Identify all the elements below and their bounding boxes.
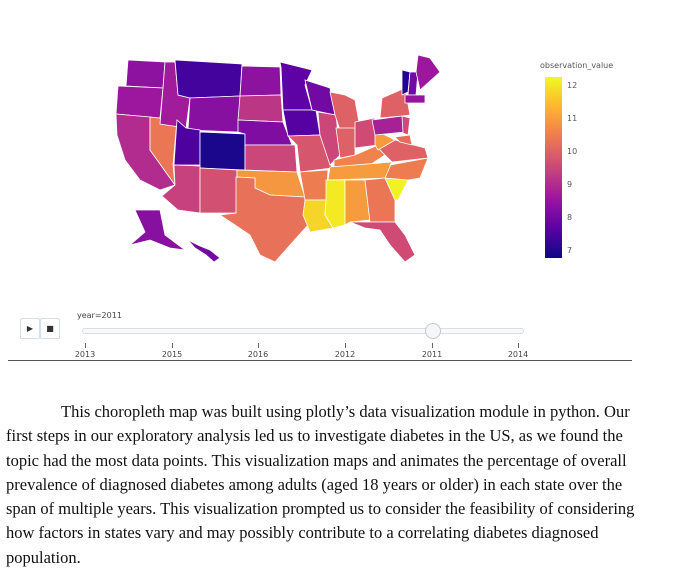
state-KS[interactable] — [244, 144, 298, 173]
paragraph-line: population. — [6, 547, 81, 567]
paragraph-line: first steps in our exploratory analysis … — [6, 426, 623, 446]
state-CO[interactable] — [199, 131, 246, 171]
slider-step-2013[interactable]: 2013 — [74, 350, 96, 359]
state-AZ[interactable] — [161, 164, 201, 214]
state-NE[interactable] — [237, 119, 293, 146]
state-GA[interactable] — [364, 177, 396, 223]
state-MD[interactable] — [394, 134, 413, 146]
colorbar — [545, 77, 562, 258]
year-slider-track[interactable] — [82, 328, 524, 334]
slider-step-2011[interactable]: 2011 — [421, 350, 443, 359]
paragraph-line: span of multiple years. This visualizati… — [6, 499, 635, 519]
stop-icon: ■ — [46, 324, 54, 333]
state-NJ[interactable] — [401, 115, 411, 136]
state-NY[interactable] — [379, 87, 411, 119]
slider-step-2016[interactable]: 2016 — [247, 350, 269, 359]
slider-tick — [172, 343, 173, 348]
state-NM[interactable] — [199, 167, 238, 214]
paragraph-line: prevalence of diagnosed diabetes among a… — [6, 474, 623, 494]
colorbar-tick: 7 — [567, 246, 573, 255]
slider-tick — [518, 343, 519, 348]
slider-step-2014[interactable]: 2014 — [507, 350, 529, 359]
colorbar-tick: 8 — [567, 213, 573, 222]
slider-step-2012[interactable]: 2012 — [334, 350, 356, 359]
divider — [8, 360, 632, 361]
state-IA[interactable] — [282, 109, 321, 137]
colorbar-tick: 11 — [567, 114, 578, 123]
choropleth-map[interactable] — [0, 0, 692, 300]
state-UT[interactable] — [173, 119, 201, 166]
colorbar-title: observation_value — [540, 61, 614, 70]
paragraph-line: topic had the most data points. This vis… — [6, 450, 627, 470]
state-MA[interactable] — [404, 94, 426, 104]
play-icon: ▶ — [26, 324, 34, 333]
play-button[interactable]: ▶ — [20, 318, 40, 339]
state-AL[interactable] — [344, 179, 371, 226]
colorbar-tick: 12 — [567, 81, 578, 90]
slider-current-value: year=2011 — [77, 311, 122, 320]
slider-tick — [85, 343, 86, 348]
state-TX[interactable] — [218, 176, 309, 263]
slider-tick — [432, 343, 433, 348]
state-OR[interactable] — [115, 85, 164, 119]
paragraph-line: This choropleth map was built using plot… — [61, 402, 630, 421]
colorbar-tick: 10 — [567, 147, 578, 156]
stop-button[interactable]: ■ — [40, 318, 60, 339]
state-HI[interactable] — [187, 239, 221, 263]
state-ME[interactable] — [415, 54, 441, 91]
state-PA[interactable] — [371, 115, 406, 136]
slider-tick — [258, 343, 259, 348]
state-AR[interactable] — [299, 169, 329, 201]
state-SD[interactable] — [237, 94, 284, 123]
paragraph-line: how factors in states vary and may possi… — [6, 523, 599, 543]
state-FL[interactable] — [349, 221, 416, 263]
slider-step-2015[interactable]: 2015 — [161, 350, 183, 359]
colorbar-tick: 9 — [567, 180, 573, 189]
state-MT[interactable] — [174, 59, 243, 99]
state-WY[interactable] — [187, 95, 241, 133]
body-paragraph: This choropleth map was built using plot… — [6, 400, 690, 570]
state-AK[interactable] — [129, 209, 187, 251]
slider-tick — [345, 343, 346, 348]
state-ND[interactable] — [239, 65, 282, 97]
state-MO[interactable] — [287, 134, 333, 173]
year-slider-handle[interactable] — [425, 323, 441, 339]
state-WA[interactable] — [125, 59, 166, 89]
